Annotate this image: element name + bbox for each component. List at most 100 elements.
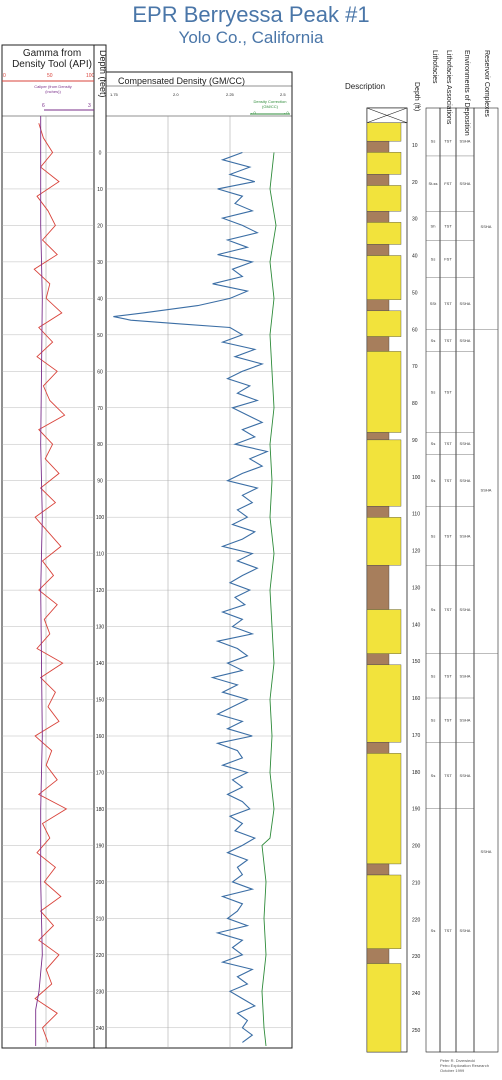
caliper-scale-min: 6	[42, 103, 45, 109]
lithology-depth-label: 190	[412, 807, 421, 813]
density-scale-3: 2.5	[280, 92, 286, 97]
environment-label: SSHA	[460, 718, 471, 723]
lithofacies-label: Ss	[431, 533, 436, 538]
gamma-track-title: Gamma from Density Tool (API)	[6, 48, 98, 70]
correction-series-line	[261, 152, 277, 1047]
caliper-series-line	[35, 116, 43, 1046]
lithofacies-label: SSt	[430, 301, 437, 306]
density-scale-1: 2.0	[173, 92, 179, 97]
depth-tick-label: 40	[97, 296, 103, 302]
environment-label: SSHA	[460, 441, 471, 446]
lithology-depth-label: 10	[412, 143, 418, 149]
environment-label: SSHA	[460, 533, 471, 538]
facies-column-frame	[455, 107, 475, 1053]
lithology-depth-label: 140	[412, 622, 421, 628]
lithology-depth-label: 200	[412, 844, 421, 850]
depth-tick-label: 140	[96, 661, 105, 667]
reservoir-label: SSHA	[481, 849, 492, 854]
environment-label: SSHA	[460, 773, 471, 778]
lithology-bed-sandstone	[366, 185, 402, 212]
lithofacies-assoc-label: TST	[444, 773, 452, 778]
lithology-depth-label: 180	[412, 770, 421, 776]
depth-track-frame	[93, 44, 107, 1049]
lithology-bed-mudstone	[366, 863, 390, 876]
depth-tick-label: 20	[97, 223, 103, 229]
lithofacies-assoc-label: FST	[444, 257, 452, 262]
lithology-depth-label: 110	[412, 512, 420, 518]
depth-tick-label: 230	[96, 989, 105, 995]
environment-label: SSHA	[460, 673, 471, 678]
gamma-series-line	[33, 123, 68, 1043]
lithology-depth-label: 30	[412, 217, 418, 223]
lithofacies-label: Ss	[431, 441, 436, 446]
depth-tick-label: 160	[96, 734, 105, 740]
density-scale-2: 2.25	[226, 92, 234, 97]
gamma-scale-max: 100	[86, 73, 95, 79]
lithology-depth-label: 100	[412, 475, 421, 481]
lithofacies-label: Ss	[431, 607, 436, 612]
lithology-bed-mudstone	[366, 742, 390, 754]
lithofacies-label: Ss	[431, 718, 436, 723]
lithology-depth-label: 160	[412, 696, 421, 702]
lithology-depth-label: 210	[412, 880, 421, 886]
environment-label: SSHA	[460, 478, 471, 483]
lithology-bed-sandstone	[366, 609, 402, 654]
lithology-bed-sandstone	[366, 753, 402, 865]
lithology-depth-label: 40	[412, 254, 418, 260]
depth-tick-label: 170	[96, 770, 105, 776]
depth-tick-label: 120	[96, 588, 105, 594]
lithofacies-assoc-label: TST	[444, 441, 452, 446]
lithofacies-assoc-label: TST	[444, 224, 452, 229]
depth-tick-label: 180	[96, 807, 105, 813]
depth-tick-label: 100	[96, 515, 105, 521]
lithology-bed-sandstone	[366, 664, 402, 743]
lithology-bed-mudstone	[366, 211, 390, 223]
lithology-bed-mudstone	[366, 432, 390, 441]
lithology-bed-mudstone	[366, 244, 390, 256]
lithology-bed-mudstone	[366, 299, 390, 312]
depth-tick-label: 90	[97, 479, 103, 485]
depth-tick-label: 110	[96, 552, 104, 558]
lithofacies-assoc-label: TST	[444, 673, 452, 678]
environment-label: SSHA	[460, 607, 471, 612]
caliper-scale-max: 3	[88, 103, 91, 109]
lithology-depth-label: 50	[412, 290, 418, 296]
environment-label: SSHA	[460, 301, 471, 306]
depth-tick-label: 10	[97, 187, 103, 193]
facies-column-frame	[439, 107, 457, 1053]
density-track-title: Compensated Density (GM/CC)	[118, 76, 246, 86]
depth-tick-label: 190	[96, 843, 105, 849]
lithology-bed-mudstone	[366, 174, 390, 186]
lithology-depth-label: 230	[412, 954, 421, 960]
lithology-cross	[366, 107, 408, 124]
lithology-bed-sandstone	[366, 439, 402, 507]
lithology-bed-sandstone	[366, 122, 402, 142]
gamma-title-line2: Density Tool (API)	[12, 59, 92, 70]
lithology-bed-sandstone	[366, 963, 402, 1053]
lithology-bed-mudstone	[366, 565, 390, 610]
lithology-depth-label: 170	[412, 733, 421, 739]
environment-label: SSHA	[460, 181, 471, 186]
facies-column-frame	[425, 107, 441, 1053]
lithofacies-label: Sh	[431, 224, 436, 229]
density-scale-0: 1.75	[110, 92, 118, 97]
depth-tick-label: 130	[96, 625, 105, 631]
correction-scale-max: -.0	[284, 110, 289, 115]
gamma-scale-mid: 50	[47, 73, 53, 79]
lithology-depth-label: 130	[412, 585, 421, 591]
density-track-frame	[105, 71, 293, 1049]
credit-line-1: Peter R. Drzewiecki	[440, 1058, 476, 1063]
correction-scale-min: -.0	[251, 110, 256, 115]
depth-tick-label: 150	[96, 698, 105, 704]
lithology-bed-mudstone	[366, 506, 390, 518]
lithofacies-assoc-label: TST	[444, 301, 452, 306]
lithofacies-label: Ss	[431, 673, 436, 678]
caliper-label: Caliper (from Density (inches))	[34, 84, 72, 94]
lithofacies-assoc-label: TST	[444, 928, 452, 933]
lithofacies-label: Ss	[431, 257, 436, 262]
depth-tick-label: 0	[99, 150, 102, 156]
lithofacies-assoc-label: FST	[444, 181, 452, 186]
reservoir-label: SSHA	[481, 224, 492, 229]
density-correction-label: Density Correction (GM/CC)	[253, 99, 287, 109]
